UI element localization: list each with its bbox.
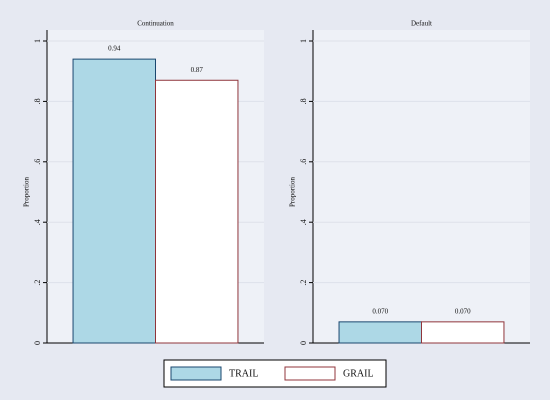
y-tick-label: .8: [33, 98, 42, 104]
y-tick-label: 1: [33, 39, 42, 43]
y-tick-label: 1: [299, 39, 308, 43]
y-tick-label: .4: [299, 219, 308, 225]
value-label: 0.070: [372, 307, 388, 315]
y-tick-label: .4: [33, 219, 42, 225]
panel-title: Default: [411, 20, 432, 28]
bar: [72, 58, 156, 344]
y-axis-title: Proportion: [289, 177, 297, 207]
y-axis-title: Proportion: [23, 177, 31, 207]
y-tick-label: 0: [299, 341, 308, 345]
bar: [155, 79, 239, 344]
bar: [338, 321, 423, 344]
plot-area: [313, 30, 530, 343]
y-tick-label: .8: [299, 98, 308, 104]
y-tick-label: .2: [299, 280, 308, 286]
legend-label: GRAIL: [343, 368, 374, 379]
y-tick-label: 0: [33, 341, 42, 345]
bar: [421, 321, 505, 344]
value-label: 0.94: [108, 45, 121, 53]
legend-label: TRAIL: [229, 368, 258, 379]
value-label: 0.87: [191, 66, 204, 74]
panel-title: Continuation: [137, 20, 174, 28]
y-tick-label: .6: [33, 159, 42, 165]
y-tick-label: .2: [33, 280, 42, 286]
legend-swatch: [170, 366, 222, 381]
y-tick-label: .6: [299, 159, 308, 165]
value-label: 0.070: [455, 307, 471, 315]
legend-swatch: [284, 366, 336, 381]
